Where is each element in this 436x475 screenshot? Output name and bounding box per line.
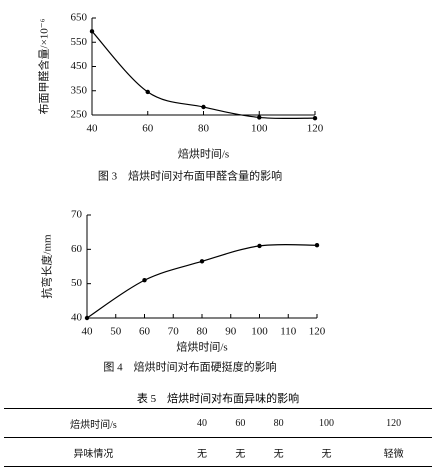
- y-tick-label: 40: [71, 312, 83, 324]
- cell: 120: [355, 408, 432, 438]
- y-tick-label: 350: [71, 84, 88, 96]
- y-tick-label: 70: [71, 209, 83, 221]
- y-tick-label: 60: [71, 243, 83, 255]
- point: [201, 104, 206, 110]
- cell: 80: [259, 408, 298, 438]
- table-title: 表 5 焙烘时间对布面异味的影响: [136, 393, 300, 405]
- cell: 40: [182, 408, 222, 438]
- cell: 无: [259, 437, 298, 467]
- caption: 图 4 焙烘时间对布面硬挺度的影响: [103, 360, 276, 374]
- y-tick-label: 250: [71, 109, 88, 121]
- table-row: 异味情况 无 无 无 无 轻微: [4, 437, 432, 467]
- point: [142, 278, 147, 283]
- table-header: 焙烘时间/s 40 60 80 100 120: [4, 408, 432, 438]
- x-tick-label: 100: [251, 123, 268, 135]
- x-tick-label: 100: [251, 326, 268, 338]
- cell: 100: [297, 408, 356, 438]
- y-tick-label: 650: [71, 12, 88, 24]
- x-axis-label: 焙烘时间/s: [178, 147, 229, 161]
- cell: 焙烘时间/s: [4, 408, 183, 438]
- x-tick-label: 40: [87, 123, 99, 135]
- x-tick-label: 50: [110, 326, 122, 338]
- point: [257, 243, 262, 249]
- point: [199, 259, 205, 264]
- x-tick-label: 120: [307, 123, 324, 135]
- point: [314, 243, 320, 248]
- point: [145, 89, 150, 95]
- caption: 图 3 焙烘时间对布面甲醛含量的影响: [98, 169, 282, 183]
- x-tick-label: 40: [82, 326, 94, 338]
- x-tick-label: 70: [168, 326, 180, 338]
- y-tick-label: 450: [71, 60, 88, 72]
- figures: 250 350 450 550 650 40 60 80 100 120 焙烘时间/s 布面甲醛含量/…: [37, 12, 326, 374]
- table: 焙烘时间/s 40 60 80 100 120 异味情况 无 无 无 无 轻微: [4, 408, 432, 467]
- x-tick-label: 110: [280, 326, 297, 338]
- y-axis-label: 抗弯长度/mm: [40, 234, 54, 299]
- point: [89, 29, 95, 34]
- x-tick-label: 90: [225, 326, 237, 338]
- x-tick-label: 80: [198, 123, 210, 135]
- y-tick-label: 550: [71, 36, 88, 48]
- x-tick-label: 60: [142, 123, 154, 135]
- cell: 异味情况: [4, 437, 183, 467]
- x-axis-label: 焙烘时间/s: [176, 340, 227, 354]
- y-axis-label: 布面甲醛含量/×10⁻⁶: [37, 18, 51, 114]
- cell: 无: [182, 437, 222, 467]
- curve: [86, 243, 318, 319]
- point: [257, 115, 262, 120]
- x-tick-label: 120: [309, 326, 326, 338]
- cell: 无: [221, 437, 260, 467]
- x-tick-label: 60: [139, 326, 151, 338]
- point: [84, 315, 90, 321]
- x-tick-label: 80: [197, 326, 209, 338]
- cell: 无: [297, 437, 356, 467]
- point: [312, 115, 318, 121]
- cell: 轻微: [355, 437, 432, 467]
- cell: 60: [221, 408, 260, 438]
- y-tick-label: 50: [71, 277, 83, 289]
